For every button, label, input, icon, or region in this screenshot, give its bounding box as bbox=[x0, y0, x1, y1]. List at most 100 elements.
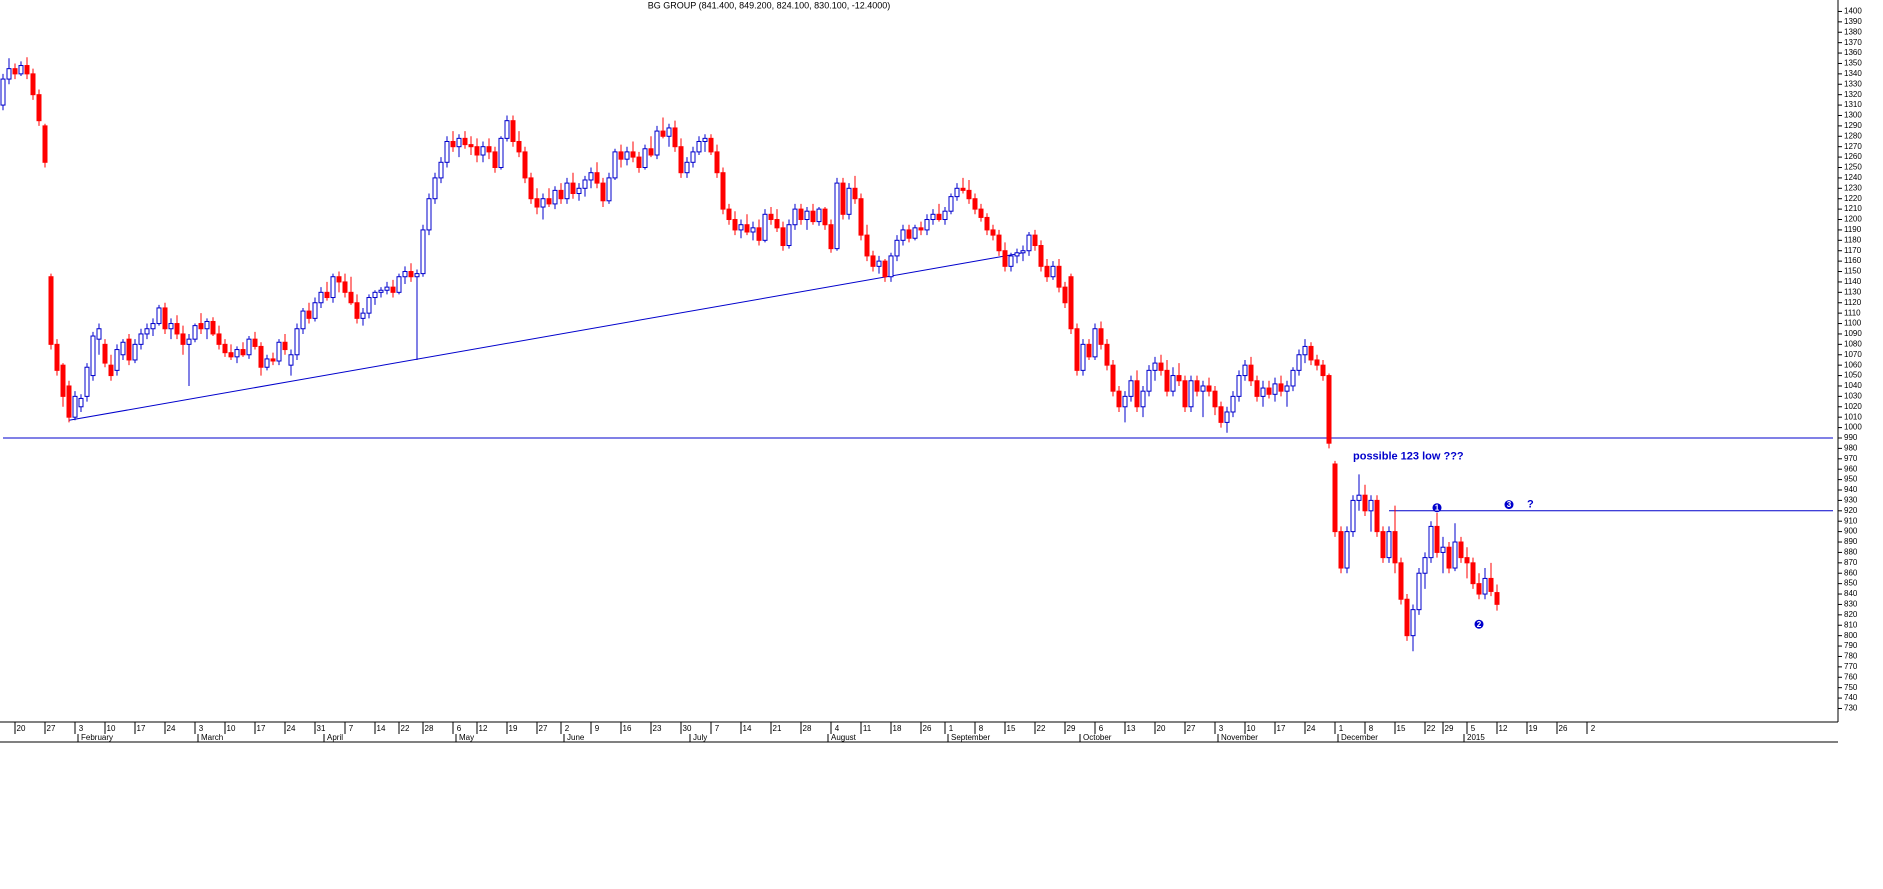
candle-body bbox=[1122, 395, 1128, 408]
candle-body bbox=[300, 310, 306, 330]
y-tick-label: 1330 bbox=[1844, 79, 1862, 88]
x-tick-label: 21 bbox=[773, 724, 782, 733]
candle-body bbox=[828, 224, 834, 250]
candle-body bbox=[156, 307, 162, 325]
candle-body bbox=[1452, 541, 1458, 569]
candle-body bbox=[114, 349, 120, 371]
x-tick-label: 18 bbox=[893, 724, 902, 733]
x-tick-label: 6 bbox=[1099, 724, 1104, 733]
candle-body bbox=[354, 302, 360, 319]
candle-body bbox=[198, 323, 204, 330]
candle-body bbox=[36, 94, 42, 122]
candle-body bbox=[258, 345, 264, 368]
candle-body bbox=[798, 208, 804, 221]
x-tick-label: 11 bbox=[863, 724, 872, 733]
y-tick-label: 1110 bbox=[1844, 308, 1861, 317]
x-tick-label: 31 bbox=[317, 724, 326, 733]
y-tick-label: 820 bbox=[1844, 610, 1858, 619]
candle-body bbox=[294, 328, 300, 356]
point-marker-label: 2 bbox=[1477, 620, 1482, 629]
candle-body bbox=[1314, 359, 1320, 366]
month-label: July bbox=[693, 733, 707, 742]
candle-body bbox=[906, 229, 912, 239]
y-tick-label: 800 bbox=[1844, 631, 1858, 640]
point-marker-label: 3 bbox=[1507, 500, 1512, 509]
candle-body bbox=[600, 182, 606, 202]
x-tick-label: 19 bbox=[509, 724, 518, 733]
candle-body bbox=[30, 73, 36, 96]
candle-body bbox=[66, 385, 72, 418]
candle-body bbox=[474, 146, 480, 156]
candle-body bbox=[1446, 546, 1452, 569]
candle-body bbox=[1404, 598, 1410, 637]
candle-body bbox=[1218, 406, 1224, 423]
candle-body bbox=[1428, 525, 1434, 559]
candle-body bbox=[684, 161, 690, 174]
y-tick-label: 940 bbox=[1844, 485, 1858, 494]
candle-body bbox=[18, 65, 24, 75]
candle-body bbox=[54, 343, 60, 371]
y-tick-label: 1300 bbox=[1844, 111, 1862, 120]
y-tick-label: 730 bbox=[1844, 704, 1858, 713]
candle-body bbox=[1254, 380, 1260, 397]
candle-body bbox=[192, 325, 198, 340]
y-tick-label: 1160 bbox=[1844, 256, 1862, 265]
candle-body bbox=[408, 271, 414, 278]
x-tick-label: 7 bbox=[715, 724, 720, 733]
candle-body bbox=[384, 286, 390, 291]
month-label: April bbox=[327, 733, 343, 742]
candle-body bbox=[228, 352, 234, 358]
candle-body bbox=[594, 172, 600, 184]
candle-body bbox=[60, 364, 66, 397]
candle-body bbox=[84, 366, 90, 397]
y-tick-label: 840 bbox=[1844, 589, 1858, 598]
candle-body bbox=[306, 310, 312, 319]
y-tick-label: 1290 bbox=[1844, 121, 1862, 130]
x-tick-label: 8 bbox=[1369, 724, 1374, 733]
candle-body bbox=[816, 208, 822, 223]
x-tick-label: 9 bbox=[595, 724, 600, 733]
candle-body bbox=[498, 137, 504, 168]
point-marker bbox=[1474, 619, 1484, 629]
candle-body bbox=[1332, 463, 1338, 533]
x-tick-label: 17 bbox=[137, 724, 146, 733]
candle-body bbox=[1392, 531, 1398, 564]
candle-body bbox=[1380, 531, 1386, 559]
y-tick-label: 950 bbox=[1844, 475, 1858, 484]
y-tick-label: 760 bbox=[1844, 672, 1858, 681]
candle-body bbox=[822, 208, 828, 226]
candle-body bbox=[744, 224, 750, 233]
x-tick-label: 20 bbox=[17, 724, 26, 733]
candle-body bbox=[1074, 328, 1080, 371]
candle-body bbox=[786, 224, 792, 247]
y-tick-label: 870 bbox=[1844, 558, 1858, 567]
candle-body bbox=[240, 349, 246, 356]
candle-body bbox=[504, 120, 510, 139]
candle-body bbox=[1140, 390, 1146, 408]
candle-body bbox=[642, 148, 648, 168]
candle-body bbox=[810, 210, 816, 223]
candle-body bbox=[372, 291, 378, 299]
candle-body bbox=[396, 276, 402, 293]
candle-body bbox=[414, 273, 420, 278]
y-tick-label: 1130 bbox=[1844, 287, 1862, 296]
chart-title: BG GROUP (841.400, 849.200, 824.100, 830… bbox=[648, 0, 891, 10]
candle-body bbox=[900, 229, 906, 241]
candle-body bbox=[78, 397, 84, 408]
month-label: March bbox=[201, 733, 223, 742]
candle-body bbox=[1422, 557, 1428, 574]
candle-body bbox=[912, 227, 918, 239]
candle-body bbox=[366, 297, 372, 314]
candle-body bbox=[402, 271, 408, 278]
y-tick-label: 790 bbox=[1844, 641, 1858, 650]
candle-body bbox=[1272, 383, 1278, 395]
candle-body bbox=[48, 276, 54, 345]
x-tick-label: 17 bbox=[1277, 724, 1286, 733]
trend-line bbox=[68, 252, 1024, 421]
candle-body bbox=[210, 320, 216, 335]
candle-body bbox=[336, 276, 342, 283]
candle-body bbox=[378, 289, 384, 293]
candle-body bbox=[1062, 286, 1068, 304]
candle-body bbox=[222, 343, 228, 354]
candle-body bbox=[708, 137, 714, 153]
